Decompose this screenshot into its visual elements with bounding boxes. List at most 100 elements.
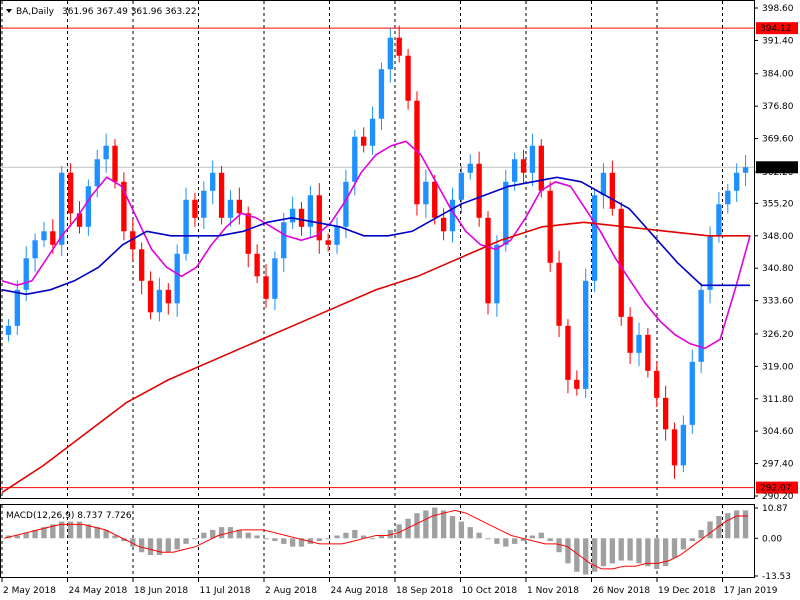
candle-body	[352, 136, 358, 182]
candle-body	[67, 172, 74, 214]
y-tick-label: 311.80	[762, 395, 794, 405]
y-tick-label: 304.60	[762, 427, 794, 437]
candle-body	[449, 199, 456, 232]
macd-bar	[556, 538, 562, 553]
macd-bar	[352, 529, 358, 539]
candle-body	[156, 289, 163, 313]
candle-body	[440, 217, 447, 232]
macd-title: MACD(12,26,9) 8.737 7.726	[6, 511, 132, 521]
macd-bar	[14, 535, 20, 539]
candle-body	[174, 253, 180, 304]
candle-body	[405, 55, 411, 101]
candle-body	[263, 276, 269, 299]
candle-body	[689, 361, 695, 425]
candle-body	[112, 145, 118, 182]
candle-body	[227, 199, 234, 218]
candle-body	[343, 181, 349, 227]
candle-body	[254, 253, 260, 277]
macd-bar	[538, 532, 544, 539]
macd-bar	[503, 538, 509, 547]
macd-bar	[520, 538, 527, 542]
y-tick-label: 398.60	[762, 4, 794, 14]
y-tick-label: 290.20	[762, 492, 794, 502]
macd-bar	[23, 532, 29, 539]
macd-bar	[716, 515, 722, 539]
macd-y-tick-label: 0.00	[762, 534, 782, 544]
x-tick-label: 17 Jan 2019	[724, 586, 778, 596]
candle-body	[369, 118, 376, 146]
macd-bar	[529, 535, 536, 539]
candle-body	[396, 37, 402, 56]
candle-body	[645, 334, 651, 371]
candle-body	[707, 235, 713, 290]
candle-body	[59, 172, 65, 245]
macd-bar	[618, 538, 624, 561]
y-tick-label: 348.00	[762, 232, 794, 242]
y-tick-label: 326.20	[762, 330, 794, 340]
macd-bar	[511, 538, 518, 544]
macd-bar	[405, 518, 411, 539]
y-tick-label: 369.60	[762, 135, 794, 145]
candle-body	[325, 240, 331, 245]
macd-signal-line	[3, 509, 748, 570]
macd-bar	[698, 529, 704, 539]
macd-bar	[423, 510, 429, 539]
macd-bar	[94, 527, 100, 539]
ma-line-ma_mid	[1, 176, 750, 296]
x-tick-label: 18 Sep 2018	[396, 586, 453, 596]
macd-bar	[449, 515, 456, 539]
candle-body	[307, 195, 314, 227]
macd-bar	[245, 532, 251, 539]
candle-body	[716, 204, 722, 236]
macd-bar	[485, 538, 491, 540]
candle-body	[298, 208, 305, 227]
macd-bar	[156, 538, 163, 556]
macd-bar	[476, 532, 482, 539]
candle-body	[698, 289, 704, 362]
candle-body	[147, 280, 154, 313]
x-tick-label: 10 Oct 2018	[462, 586, 518, 596]
x-tick-label: 24 Aug 2018	[331, 586, 389, 596]
candle-body	[289, 208, 296, 223]
macd-bar	[130, 538, 136, 547]
macd-bar	[565, 538, 571, 564]
macd-bar	[369, 538, 376, 540]
macd-bar	[325, 538, 331, 540]
candle-body	[5, 325, 12, 335]
macd-bar	[263, 538, 269, 540]
macd-pane	[0, 504, 755, 578]
candle-body	[245, 213, 251, 254]
candle-body	[529, 145, 536, 173]
y-tick-label: 333.60	[762, 297, 794, 307]
candle-body	[165, 289, 171, 304]
candle-body	[32, 240, 38, 259]
current-price-label: 363.22	[760, 163, 792, 173]
candle-body	[210, 172, 216, 191]
macd-indicator: 10.87 0.00 -13.53	[3, 504, 791, 582]
level-label: 292.07	[760, 484, 792, 494]
macd-bar	[298, 538, 305, 547]
candle-body	[511, 159, 518, 182]
candle-body	[130, 231, 136, 250]
candle-body	[618, 208, 624, 317]
macd-bar	[307, 538, 314, 544]
candle-body	[476, 163, 482, 218]
candle-body	[467, 163, 473, 173]
y-tick-label: 355.20	[762, 199, 794, 209]
ohlc-readout: 361.96 367.49 361.96 363.22	[62, 7, 197, 17]
macd-bar	[210, 529, 216, 539]
macd-bar	[165, 538, 171, 553]
macd-bar	[192, 538, 198, 540]
candle-body	[192, 199, 198, 218]
candle-body	[520, 159, 527, 173]
candle-body	[334, 226, 340, 245]
macd-bar	[662, 538, 669, 567]
x-tick-label: 18 Jun 2018	[134, 586, 188, 596]
triangle-down-icon[interactable]	[6, 9, 12, 13]
macd-bar	[378, 535, 385, 539]
macd-bar	[121, 538, 127, 542]
macd-bar	[41, 527, 47, 539]
macd-bar	[281, 538, 287, 544]
macd-bar	[316, 538, 322, 542]
